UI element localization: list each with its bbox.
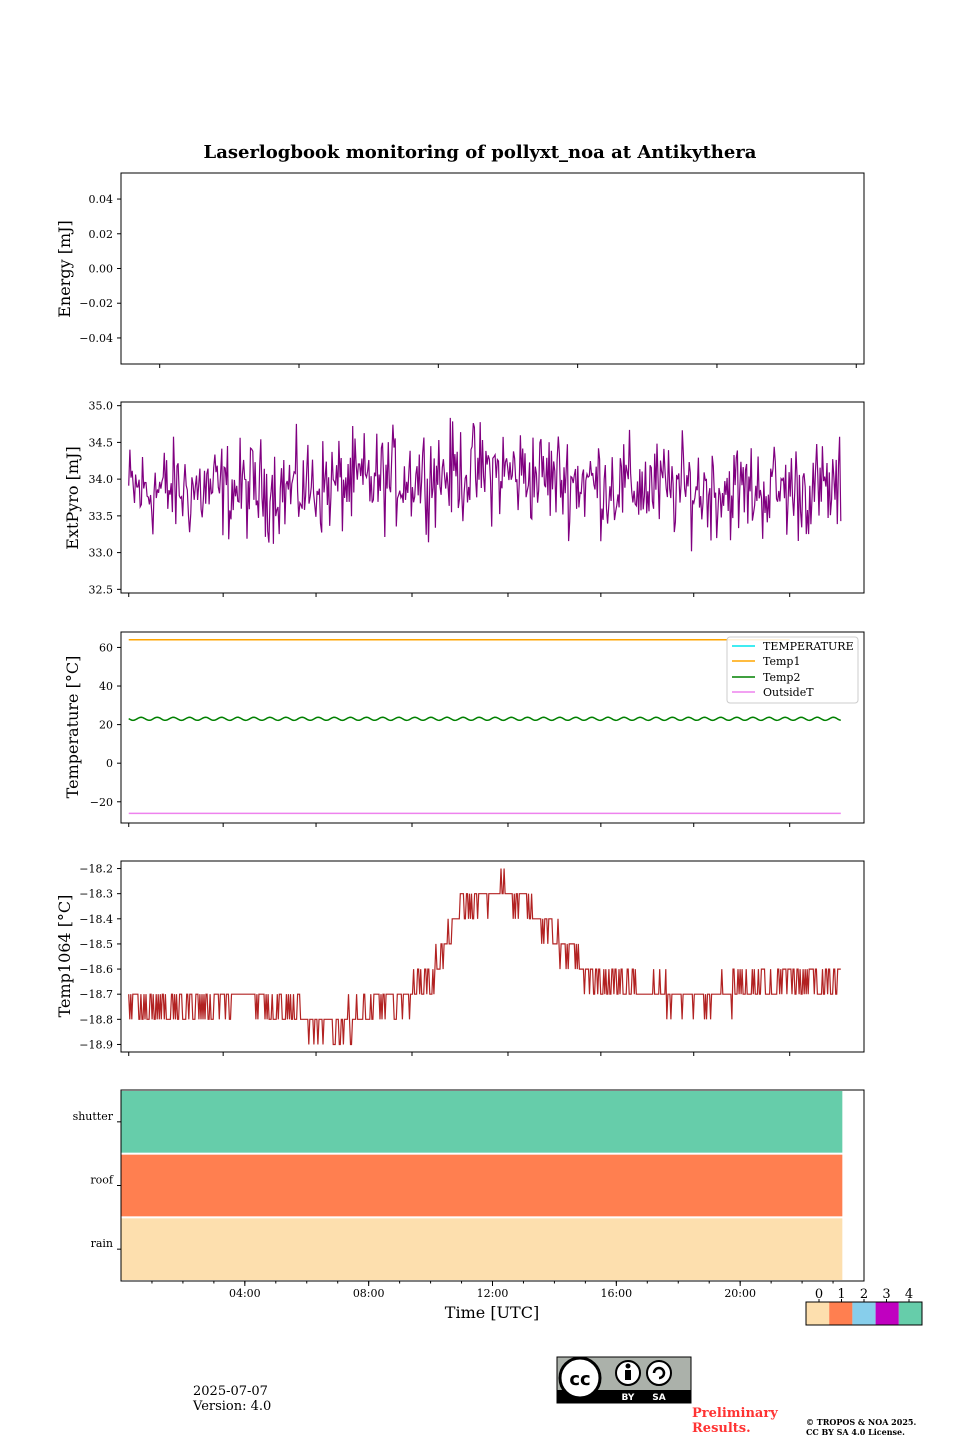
- status-row-label: shutter: [73, 1110, 114, 1123]
- colorbar-label: 1: [837, 1287, 845, 1302]
- colorbar-swatch: [875, 1302, 899, 1325]
- y-tick-label: 33.0: [89, 547, 114, 560]
- status-row-label: roof: [90, 1174, 114, 1187]
- temperature-ylabel: Temperature [°C]: [63, 656, 82, 799]
- y-tick-label: −0.04: [79, 332, 113, 345]
- x-axis-label: Time [UTC]: [445, 1303, 539, 1322]
- colorbar-label: 3: [882, 1287, 890, 1302]
- energy-axes: [120, 172, 865, 365]
- x-tick-label: 08:00: [353, 1287, 385, 1300]
- temp1064-axes: [120, 860, 865, 1053]
- copyright-line-2: CC BY SA 4.0 License.: [806, 1427, 905, 1437]
- y-tick-label: −18.3: [79, 888, 113, 901]
- y-tick-label: 0.02: [89, 228, 114, 241]
- y-tick-label: 20: [99, 719, 113, 732]
- y-tick-label: 34.0: [89, 473, 114, 486]
- temp1064-panel: Temp1064 [°C] −18.2 −18.3 −18.4 −18.5 −18.6 −…: [55, 860, 865, 1056]
- temperature-axes: [120, 631, 865, 824]
- y-tick-label: 35.0: [89, 400, 114, 413]
- colorbar-label: 0: [815, 1287, 823, 1302]
- extpyro-panel: ExtPyro [mJ] 35.0 34.5 34.0 33.5 33.0 32.5: [63, 400, 865, 597]
- preliminary-results-note: Preliminary Results.: [692, 1406, 778, 1436]
- colorbar-label: 2: [860, 1287, 868, 1302]
- temp1064-series-line: [128, 868, 841, 1046]
- temperature-legend: TEMPERATURE Temp1 Temp2 OutsideT: [726, 636, 859, 704]
- y-tick-label: −18.5: [79, 938, 113, 951]
- colorbar-swatch: [852, 1302, 876, 1325]
- y-tick-label: 33.5: [89, 510, 114, 523]
- status-row-shutter: [121, 1091, 843, 1153]
- status-panel: shutter roof rain 04:00 08:00 12:00 16:00 20:0…: [73, 1089, 865, 1322]
- extpyro-series-line: [128, 417, 842, 552]
- date-version-block: 2025-07-07 Version: 4.0: [193, 1384, 271, 1414]
- by-label: BY: [622, 1393, 635, 1403]
- colorbar-swatch: [829, 1302, 853, 1325]
- temperature-panel: Temperature [°C] 60 40 20 0 −20 TEMPERATURE …: [63, 631, 865, 827]
- y-tick-label: 40: [99, 680, 113, 693]
- x-tick-label: 16:00: [600, 1287, 632, 1300]
- colorbar-swatch: [806, 1302, 830, 1325]
- y-tick-label: −18.9: [79, 1038, 113, 1051]
- energy-panel: Energy [mJ] 0.04 0.02 0.00 −0.02 −0.04: [55, 172, 865, 368]
- temp1064-ylabel: Temp1064 [°C]: [55, 895, 74, 1018]
- y-tick-label: 60: [99, 641, 113, 654]
- y-tick-label: −18.2: [79, 863, 113, 876]
- y-tick-label: 0.04: [89, 193, 114, 206]
- legend-label-outsidet: OutsideT: [763, 686, 814, 699]
- y-tick-label: −20: [90, 796, 113, 809]
- energy-ylabel: Energy [mJ]: [55, 220, 74, 318]
- status-row-rain: [121, 1218, 843, 1280]
- y-tick-label: −18.7: [79, 988, 113, 1001]
- status-row-label: rain: [91, 1237, 113, 1250]
- version-text: Version: 4.0: [193, 1399, 272, 1414]
- colorbar-swatch: [898, 1302, 922, 1325]
- y-tick-label: −18.8: [79, 1013, 113, 1026]
- x-tick-label: 04:00: [229, 1287, 261, 1300]
- cc-license-badge: cc BY SA: [556, 1356, 692, 1404]
- cc-logo-text: cc: [569, 1369, 590, 1390]
- temp2-series-line: [128, 716, 842, 722]
- figure-title: Laserlogbook monitoring of pollyxt_noa a…: [204, 142, 757, 163]
- copyright-note: © TROPOS & NOA 2025. CC BY SA 4.0 Licens…: [806, 1417, 946, 1437]
- legend-label-temp2: Temp2: [763, 671, 800, 684]
- x-tick-label: 20:00: [724, 1287, 756, 1300]
- y-tick-label: 32.5: [89, 583, 114, 596]
- y-tick-label: −0.02: [79, 297, 113, 310]
- x-tick-label: 12:00: [477, 1287, 509, 1300]
- colorbar-label: 4: [905, 1287, 913, 1302]
- sa-label: SA: [652, 1393, 665, 1403]
- date-text: 2025-07-07: [193, 1384, 268, 1399]
- y-tick-label: −18.4: [79, 913, 113, 926]
- sa-share-icon: [646, 1360, 672, 1386]
- extpyro-ylabel: ExtPyro [mJ]: [63, 446, 82, 549]
- y-tick-label: −18.6: [79, 963, 113, 976]
- copyright-line-1: © TROPOS & NOA 2025.: [806, 1417, 917, 1427]
- y-tick-label: 0.00: [89, 263, 114, 276]
- legend-label-temp1: Temp1: [763, 655, 800, 668]
- status-row-roof: [121, 1154, 843, 1217]
- status-axes: [120, 1089, 865, 1282]
- y-tick-label: 0: [106, 757, 113, 770]
- y-tick-label: 34.5: [89, 436, 114, 449]
- legend-label-temperature: TEMPERATURE: [763, 640, 854, 653]
- extpyro-axes: [120, 401, 865, 594]
